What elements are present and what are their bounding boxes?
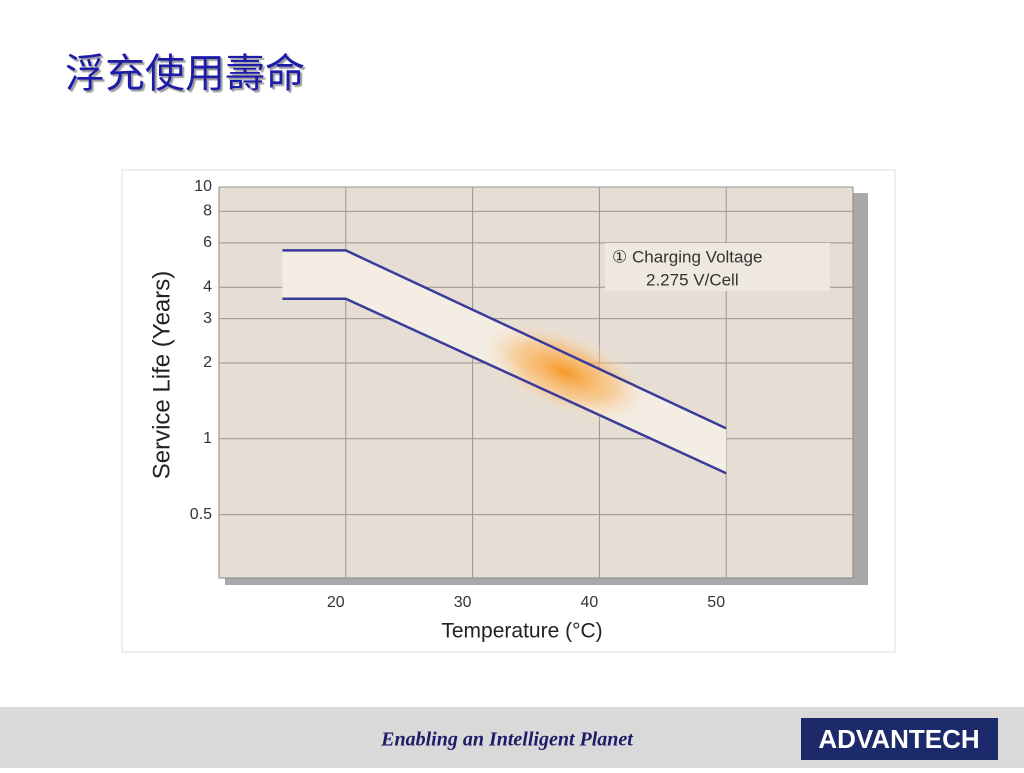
series-line: [282, 249, 727, 430]
tagline: Enabling an Intelligent Planet: [380, 729, 634, 751]
y-tick-label: 2: [203, 354, 212, 371]
y-tick-label: 1: [203, 430, 212, 447]
y-tick-label: 10: [194, 178, 212, 195]
glow: [475, 319, 655, 425]
annotation-line: 2.275 V/Cell: [646, 270, 739, 289]
y-axis-label: Service Life (Years): [148, 271, 175, 480]
annotation-line: ① Charging Voltage: [612, 247, 762, 266]
y-tick-label: 3: [203, 310, 212, 327]
slide-title: 浮充使用壽命: [65, 51, 305, 97]
y-tick-label: 4: [203, 278, 212, 295]
x-tick-label: 50: [707, 594, 725, 611]
x-tick-label: 40: [581, 594, 599, 611]
y-tick-label: 8: [203, 203, 212, 220]
x-tick-label: 20: [327, 594, 345, 611]
logo: ADVANTECH: [818, 724, 979, 754]
series-line: [282, 297, 727, 475]
x-tick-label: 30: [454, 594, 472, 611]
y-tick-label: 0.5: [190, 506, 212, 523]
logo-box: [801, 718, 998, 760]
annotation-box: [605, 243, 830, 291]
x-axis-label: Temperature (°C): [441, 620, 602, 643]
y-tick-label: 6: [203, 234, 212, 251]
